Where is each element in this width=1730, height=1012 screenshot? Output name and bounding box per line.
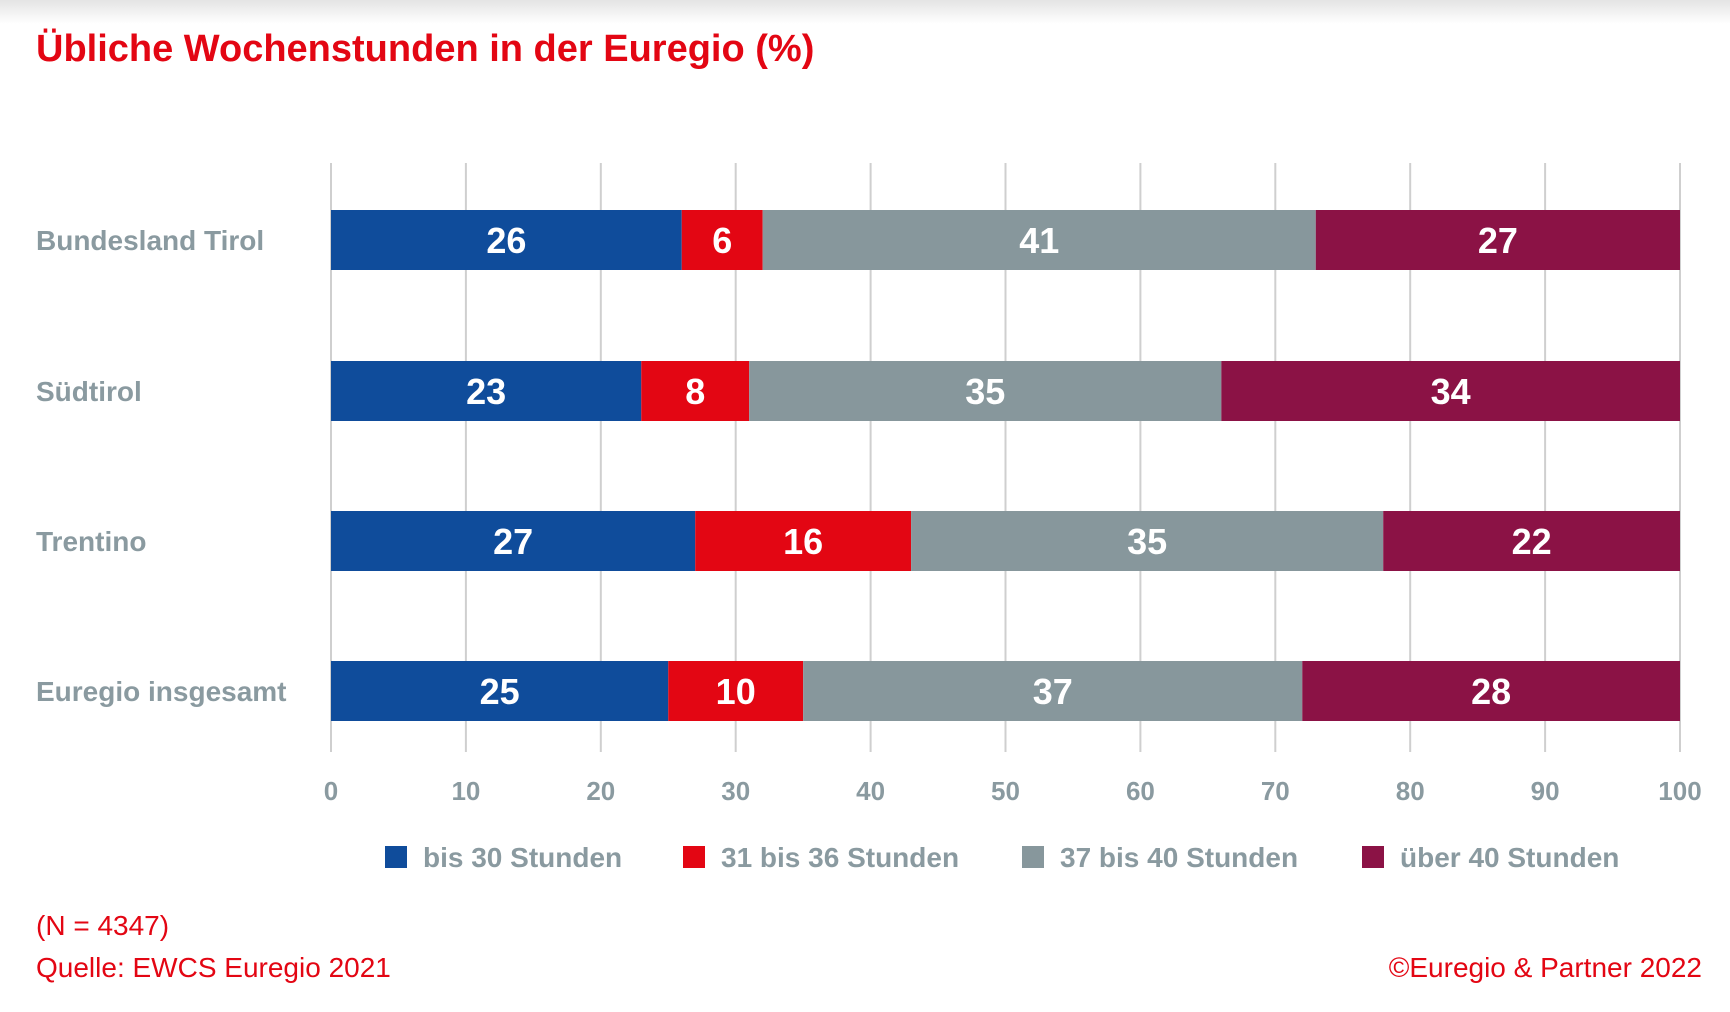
legend-swatch-0 (385, 846, 407, 868)
bar-segment-3-3 (1302, 661, 1680, 721)
legend-label-1: 31 bis 36 Stunden (721, 842, 959, 873)
data-label-3-0: 25 (480, 671, 520, 712)
legend-label-0: bis 30 Stunden (423, 842, 622, 873)
data-label-1-0: 23 (466, 371, 506, 412)
copyright-note: ©Euregio & Partner 2022 (1388, 952, 1702, 983)
bar-segment-2-1 (695, 511, 912, 571)
bar-segment-2-2 (911, 511, 1384, 571)
bar-segment-0-3 (1315, 210, 1680, 270)
bar-segment-1-0 (331, 361, 642, 421)
x-tick-label-0: 0 (324, 776, 338, 806)
data-label-1-2: 35 (965, 371, 1005, 412)
x-tick-label-100: 100 (1658, 776, 1701, 806)
category-label-2: Trentino (36, 526, 146, 557)
bar-segment-1-3 (1221, 361, 1680, 421)
data-label-3-2: 37 (1033, 671, 1073, 712)
source-note: Quelle: EWCS Euregio 2021 (36, 952, 391, 983)
data-label-0-3: 27 (1478, 220, 1518, 261)
x-tick-label-50: 50 (991, 776, 1020, 806)
bar-segment-3-1 (668, 661, 804, 721)
legend-label-2: 37 bis 40 Stunden (1060, 842, 1298, 873)
x-tick-label-90: 90 (1531, 776, 1560, 806)
data-label-2-1: 16 (783, 521, 823, 562)
x-tick-label-70: 70 (1261, 776, 1290, 806)
data-label-3-3: 28 (1471, 671, 1511, 712)
bar-segment-2-3 (1383, 511, 1680, 571)
x-tick-label-80: 80 (1396, 776, 1425, 806)
bar-segment-1-2 (749, 361, 1222, 421)
data-label-2-3: 22 (1512, 521, 1552, 562)
x-tick-label-30: 30 (721, 776, 750, 806)
bar-segment-3-2 (803, 661, 1303, 721)
legend-swatch-1 (683, 846, 705, 868)
category-label-3: Euregio insgesamt (36, 676, 287, 707)
legend-swatch-3 (1362, 846, 1384, 868)
chart-title: Übliche Wochenstunden in der Euregio (%) (36, 28, 815, 70)
category-label-1: Südtirol (36, 376, 142, 407)
x-tick-label-40: 40 (856, 776, 885, 806)
x-tick-label-10: 10 (451, 776, 480, 806)
legend-swatch-2 (1022, 846, 1044, 868)
x-tick-label-60: 60 (1126, 776, 1155, 806)
data-label-2-0: 27 (493, 521, 533, 562)
x-tick-label-20: 20 (586, 776, 615, 806)
data-label-2-2: 35 (1127, 521, 1167, 562)
data-label-0-2: 41 (1019, 220, 1059, 261)
data-label-1-1: 8 (685, 371, 705, 412)
bar-segment-0-0 (331, 210, 682, 270)
bar-segment-1-1 (641, 361, 750, 421)
sample-size-note: (N = 4347) (36, 910, 170, 941)
bar-segment-0-1 (681, 210, 763, 270)
data-label-0-0: 26 (486, 220, 526, 261)
data-label-3-1: 10 (716, 671, 756, 712)
data-label-0-1: 6 (712, 220, 732, 261)
category-label-0: Bundesland Tirol (36, 225, 264, 256)
legend-label-3: über 40 Stunden (1400, 842, 1619, 873)
data-label-1-3: 34 (1431, 371, 1471, 412)
top-shade (0, 0, 1730, 24)
bar-segment-3-0 (331, 661, 669, 721)
bar-segment-0-2 (762, 210, 1316, 270)
bar-segment-2-0 (331, 511, 696, 571)
